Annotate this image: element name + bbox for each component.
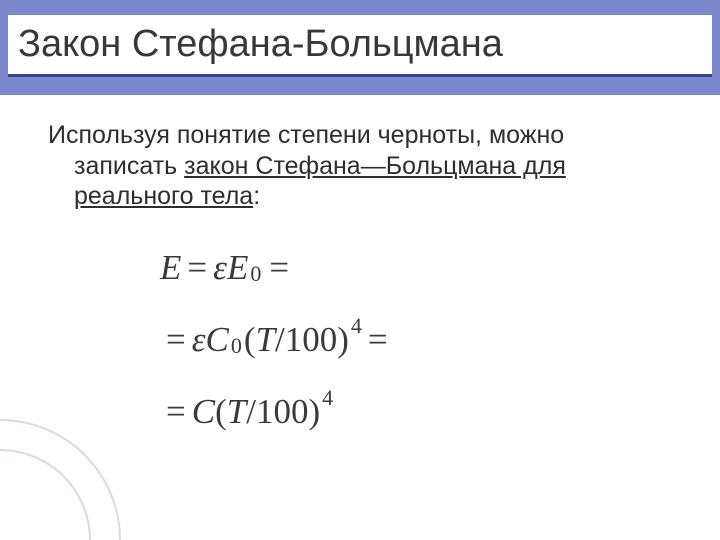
f1-eps: ε [213,248,227,288]
f2-sub0: 0 [231,333,242,359]
formula-line-2: = ε C0 ( T / 100 )4 = [160,304,580,376]
formula-line-3: = C ( T / 100 )4 [160,376,580,448]
f3-hund: 100 [256,392,309,432]
f2-T: T [256,320,275,360]
f3-pow: 4 [322,385,333,411]
f2-slash: / [275,320,285,360]
f2-pow: 4 [351,313,362,339]
body-text: Используя понятие степени черноты, можно… [48,120,668,212]
f2-eps: ε [192,320,206,360]
formula-line-1: E = ε E0 = [160,232,580,304]
formula-block: E = ε E0 = = ε C0 ( T / 100 )4 = = C ( T… [160,232,580,448]
f3-C: C [192,392,215,432]
f3-rp: ) [308,392,320,432]
body-line3-underlined: реального тела [74,182,253,210]
f2-hund: 100 [285,320,338,360]
f2-rp: ) [337,320,349,360]
f1-eq: = [187,248,207,288]
title-bar: Закон Стефана-Больцмана [8,15,712,77]
f3-T: T [227,392,246,432]
body-line2-underlined: закон Стефана—Больцмана для [184,152,566,180]
f1-E0: E [227,248,248,288]
body-line2a: записать [74,152,184,180]
f3-eq: = [166,392,186,432]
f1-eq2: = [269,248,289,288]
f1-E: E [160,248,181,288]
f2-lp: ( [244,320,256,360]
body-line3-tail: : [253,182,260,210]
f3-slash: / [246,392,256,432]
f1-sub0: 0 [250,261,261,287]
body-line1: Используя понятие степени черноты, можно [48,121,564,149]
body-content: Используя понятие степени черноты, можно… [48,120,668,212]
corner-arc-decoration [0,410,130,540]
f2-C0: C [206,320,229,360]
f2-eq2: = [368,320,388,360]
slide-title: Закон Стефана-Больцмана [18,23,503,66]
f3-lp: ( [215,392,227,432]
f2-eq: = [166,320,186,360]
